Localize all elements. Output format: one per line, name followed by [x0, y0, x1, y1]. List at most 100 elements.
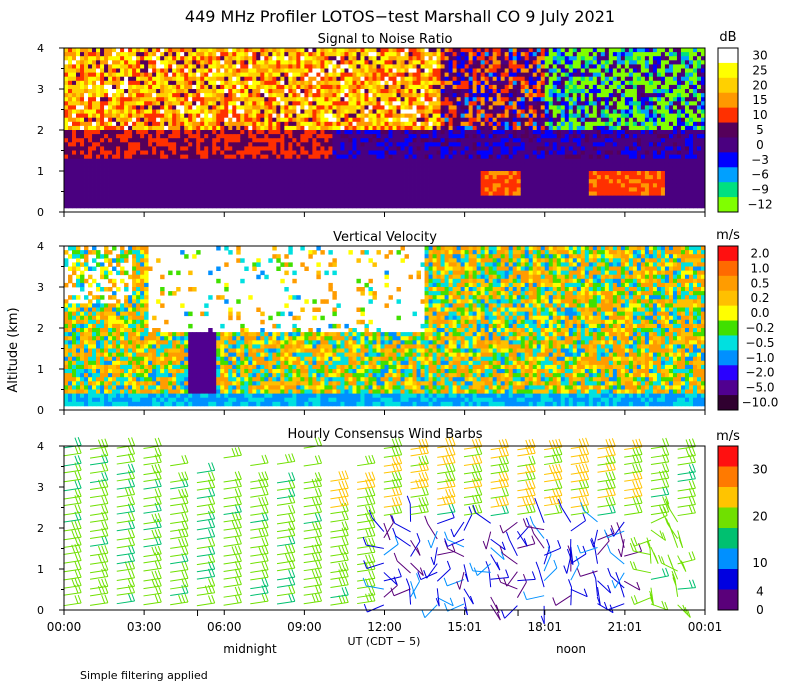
- x-axis-label: UT (CDT − 5): [348, 635, 421, 648]
- colorbar-swatch: [718, 197, 738, 213]
- vvel-title: Vertical Velocity: [333, 230, 437, 245]
- colorbar-swatch: [718, 167, 738, 183]
- y-tick-label: 2: [37, 322, 44, 335]
- x-tick-label: 03:00: [127, 620, 162, 634]
- y-tick-label: 3: [37, 281, 44, 294]
- colorbar-label: 4: [756, 584, 764, 598]
- y-tick-label: 2: [37, 124, 44, 137]
- midnight-label: midnight: [223, 642, 277, 656]
- vvel-cells: [64, 246, 706, 407]
- y-tick-label: 0: [37, 604, 44, 617]
- colorbar-swatch: [718, 335, 738, 351]
- colorbar-swatch: [718, 48, 738, 64]
- colorbar-swatch: [718, 182, 738, 198]
- vvel-unit: m/s: [716, 228, 740, 243]
- colorbar-label: −6: [751, 168, 769, 182]
- colorbar-swatch: [718, 380, 738, 396]
- colorbar-frame: [717, 47, 739, 213]
- colorbar-swatch: [718, 275, 738, 292]
- x-tick-label: 00:01: [688, 620, 723, 634]
- colorbar-swatch: [718, 507, 738, 529]
- x-tick-label: 06:00: [207, 620, 242, 634]
- colorbar-swatch: [718, 77, 738, 94]
- colorbar-swatch: [718, 365, 738, 381]
- colorbar-label: 10: [752, 556, 767, 570]
- x-tick-label: 09:00: [287, 620, 322, 634]
- y-tick-label: 3: [37, 481, 44, 494]
- y-tick-label: 1: [37, 165, 44, 178]
- colorbar-swatch: [718, 569, 738, 590]
- colorbar-label: 20: [752, 78, 767, 92]
- wind-panel: 0 1 2 3 4: [37, 436, 706, 625]
- colorbar-label: −9: [751, 183, 769, 197]
- colorbar-label: 15: [752, 93, 767, 107]
- wind-barbs: [63, 436, 697, 625]
- colorbar-swatch: [718, 260, 738, 277]
- y-tick-label: 3: [37, 83, 44, 96]
- colorbar-swatch: [718, 466, 738, 488]
- colorbar-swatch: [718, 152, 738, 168]
- colorbar-swatch: [718, 92, 738, 109]
- colorbar-label: −10.0: [742, 396, 779, 410]
- y-tick-label: 0: [37, 206, 44, 219]
- colorbar-label: −5.0: [745, 381, 774, 395]
- colorbar-swatch: [718, 320, 738, 336]
- y-axis-label: Altitude (km): [6, 307, 21, 392]
- colorbar-frame: [717, 245, 739, 411]
- colorbar-label: 2.0: [750, 246, 769, 260]
- colorbar-swatch: [718, 107, 738, 124]
- y-tick-label: 4: [37, 440, 44, 453]
- colorbar-swatch: [718, 290, 738, 307]
- colorbar-frame: [717, 445, 739, 611]
- y-tick-label: 2: [37, 522, 44, 535]
- figure-title: 449 MHz Profiler LOTOS−test Marshall CO …: [185, 7, 615, 26]
- colorbar-label: 5: [756, 123, 764, 137]
- y-tick-label: 4: [37, 42, 44, 55]
- y-tick-label: 4: [37, 240, 44, 253]
- snr-title: Signal to Noise Ratio: [318, 32, 453, 47]
- colorbar-label: 0: [756, 603, 764, 617]
- colorbar-swatch: [718, 528, 738, 549]
- footnote: Simple filtering applied: [80, 669, 208, 682]
- colorbar-label: −3: [751, 153, 769, 167]
- vvel-panel: 0 1 2 3 4: [37, 240, 706, 417]
- colorbar-swatch: [718, 62, 738, 79]
- snr-panel: 0 1 2 3 4: [37, 42, 706, 219]
- colorbar-label: 0.0: [750, 306, 769, 320]
- colorbar-swatch: [718, 548, 738, 570]
- x-tick-label: 00:00: [47, 620, 82, 634]
- colorbar-swatch: [718, 350, 738, 366]
- colorbar-swatch: [718, 395, 738, 411]
- colorbar-label: 30: [752, 462, 767, 476]
- y-tick-label: 1: [37, 563, 44, 576]
- colorbar-swatch: [718, 137, 738, 153]
- x-axis: 00:00 03:00 06:00 09:00 12:00 15:01 18:01 21:01…: [47, 610, 723, 634]
- colorbar-swatch: [718, 446, 738, 467]
- x-tick-label: 15:01: [447, 620, 482, 634]
- colorbar-label: −2.0: [745, 366, 774, 380]
- wind-colorbar: 30 20 10 4 0: [717, 445, 768, 617]
- colorbar-label: 0.5: [750, 276, 769, 290]
- colorbar-label: −0.5: [745, 336, 774, 350]
- x-tick-label: 12:00: [367, 620, 402, 634]
- colorbar-swatch: [718, 122, 738, 138]
- colorbar-label: 0: [756, 138, 764, 152]
- wind-unit: m/s: [716, 429, 740, 444]
- colorbar-swatch: [718, 487, 738, 508]
- y-tick-label: 1: [37, 363, 44, 376]
- colorbar-label: −1.0: [745, 351, 774, 365]
- colorbar-label: 25: [752, 63, 767, 77]
- wind-title: Hourly Consensus Wind Barbs: [287, 427, 482, 442]
- vvel-colorbar: 2.01.00.50.20.0−0.2−0.5−1.0−2.0−5.0−10.0: [717, 245, 779, 411]
- snr-unit: dB: [719, 30, 736, 45]
- colorbar-swatch: [718, 246, 738, 262]
- colorbar-label: 20: [752, 509, 767, 523]
- colorbar-label: 0.2: [750, 291, 769, 305]
- colorbar-label: −12: [747, 198, 772, 212]
- colorbar-label: −0.2: [745, 321, 774, 335]
- colorbar-swatch: [718, 305, 738, 322]
- colorbar-label: 30: [752, 48, 767, 62]
- y-tick-label: 0: [37, 404, 44, 417]
